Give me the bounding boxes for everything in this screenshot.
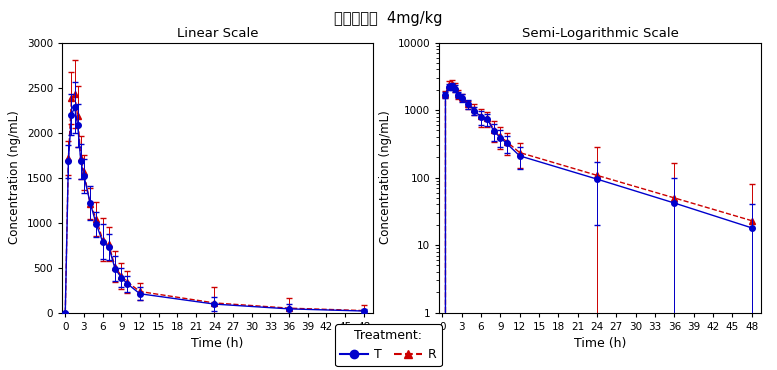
Legend: T, R: T, R — [335, 324, 442, 366]
Y-axis label: Concentration (ng/mL): Concentration (ng/mL) — [9, 111, 21, 245]
Y-axis label: Concentration (ng/mL): Concentration (ng/mL) — [379, 111, 392, 245]
X-axis label: Time (h): Time (h) — [191, 337, 244, 350]
Title: Linear Scale: Linear Scale — [177, 27, 258, 40]
X-axis label: Time (h): Time (h) — [574, 337, 626, 350]
Title: Semi-Logarithmic Scale: Semi-Logarithmic Scale — [522, 27, 678, 40]
Text: 给药剂量：  4mg/kg: 给药剂量： 4mg/kg — [334, 11, 443, 26]
